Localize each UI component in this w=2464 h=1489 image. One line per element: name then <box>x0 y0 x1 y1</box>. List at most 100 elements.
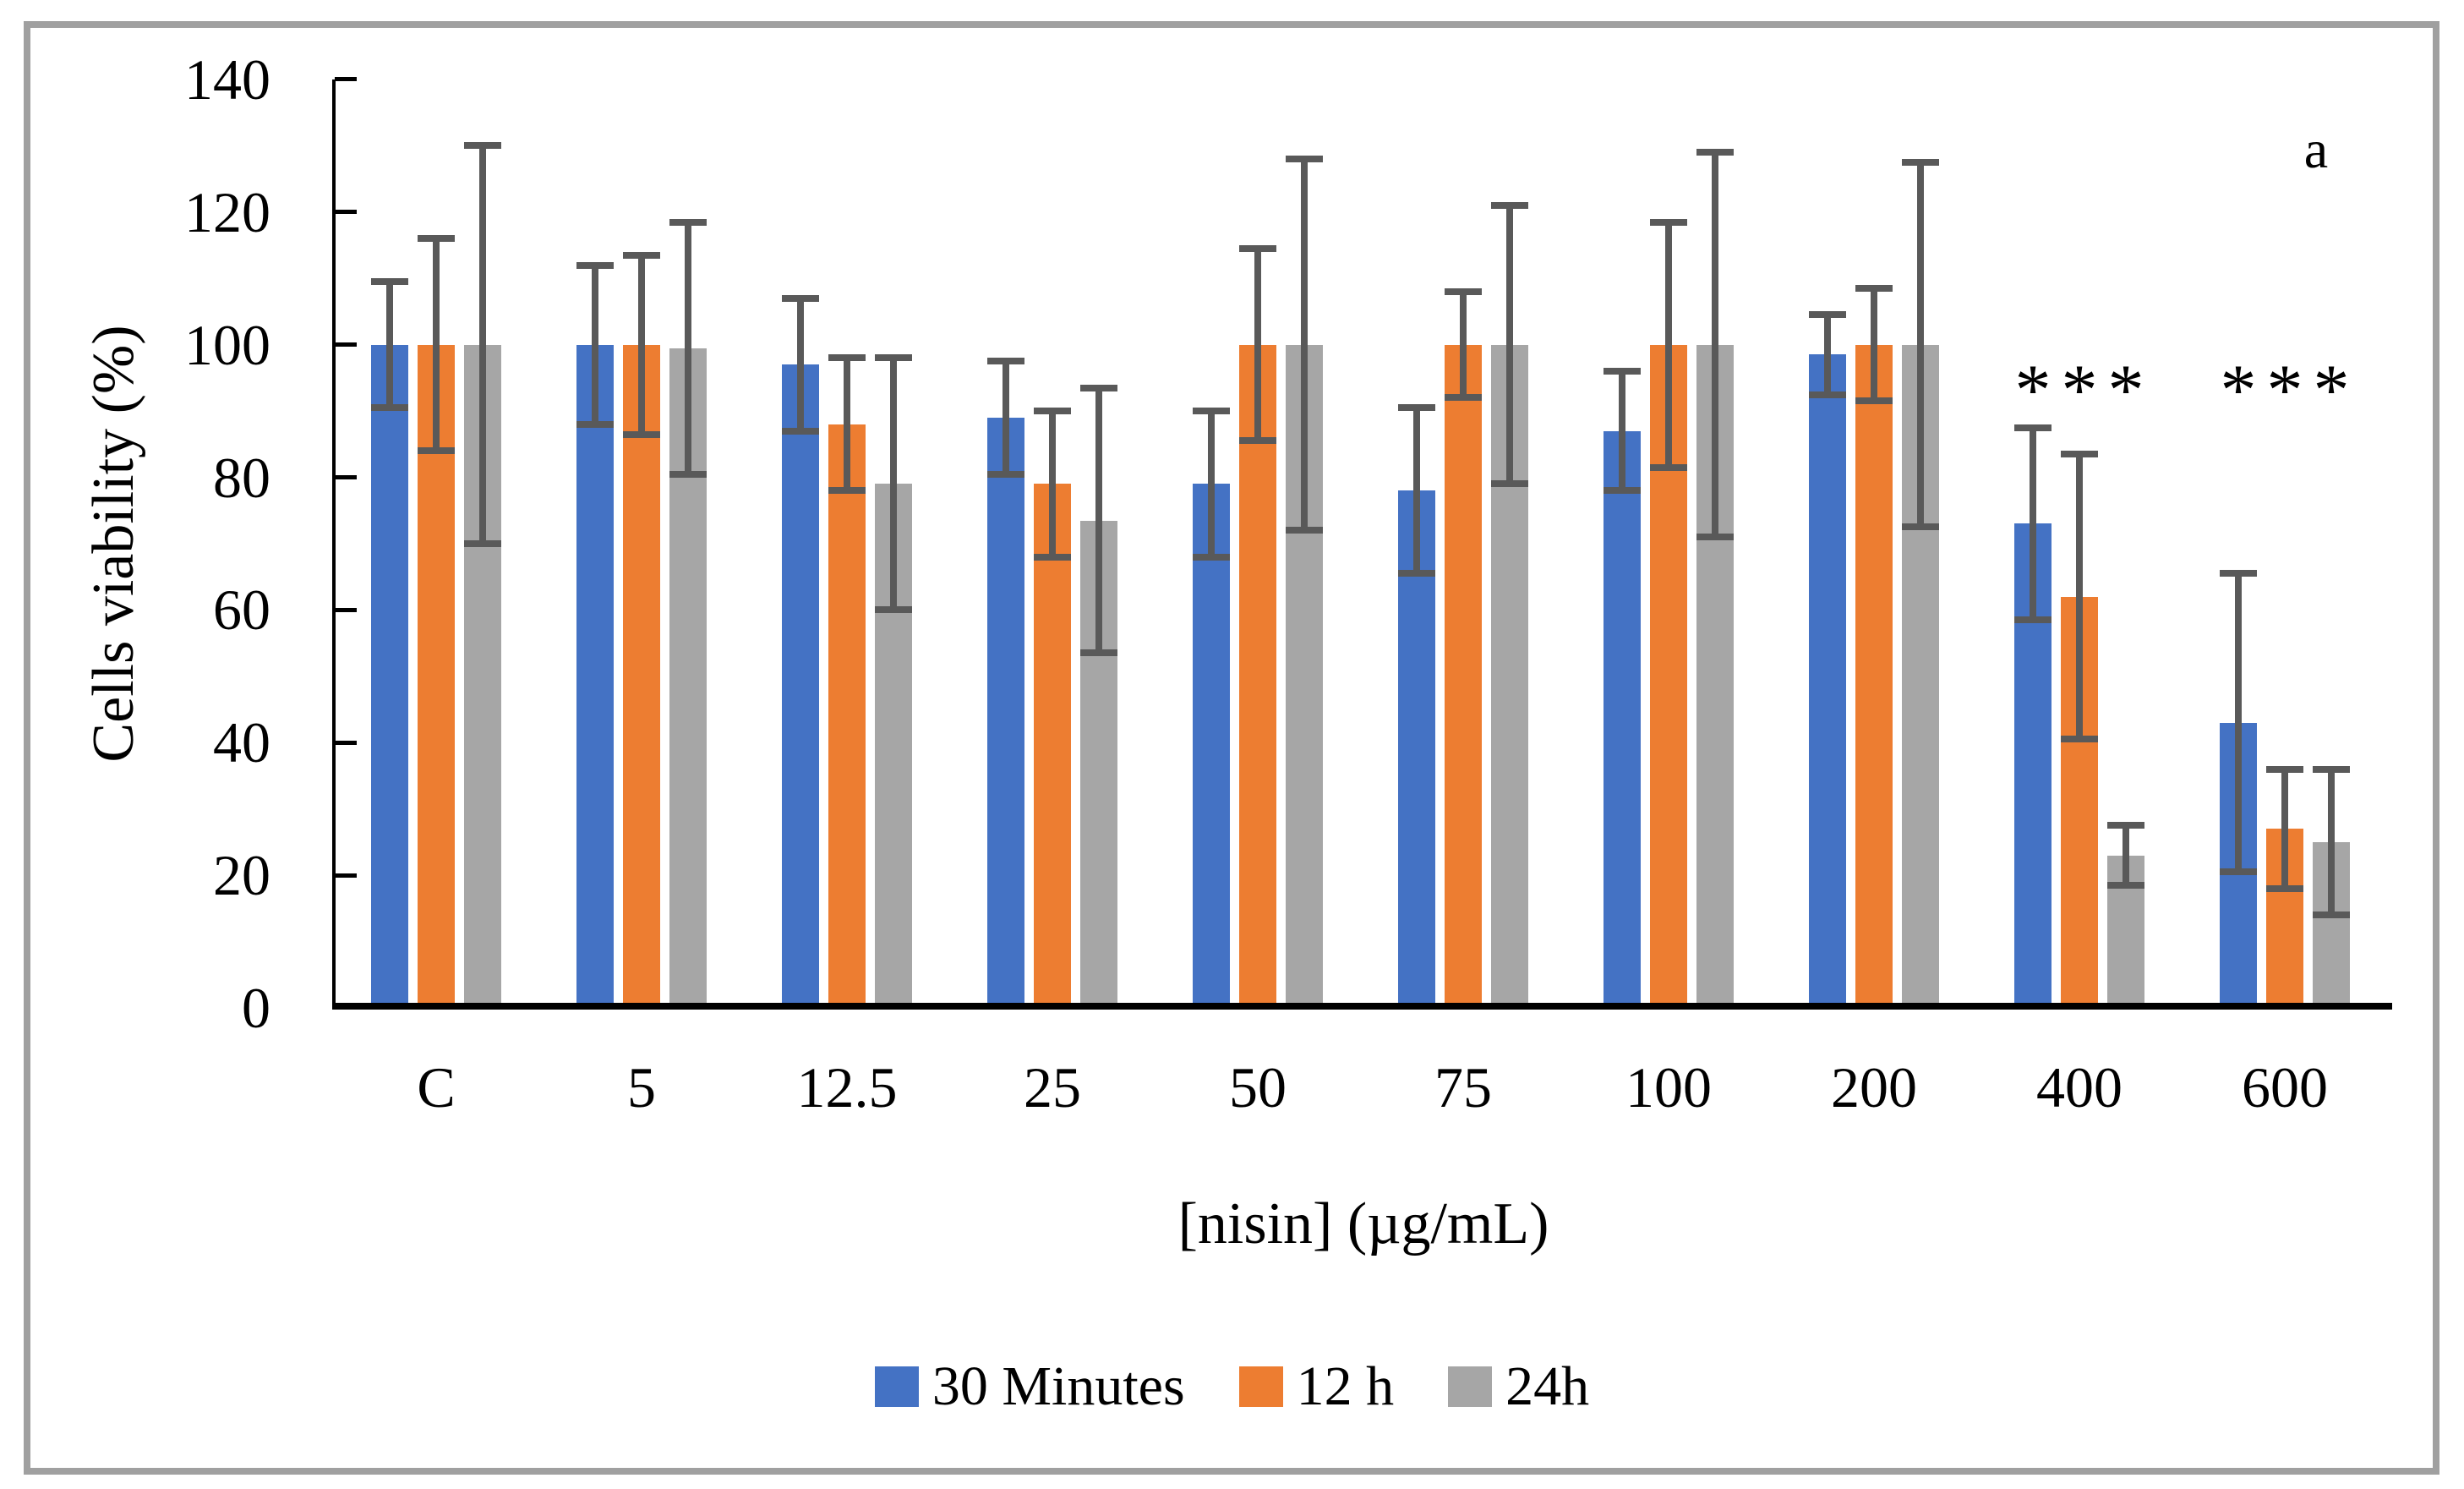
error-bar-cap-top <box>2061 451 2098 458</box>
error-bar-cap-top <box>1445 287 1482 295</box>
bar-12-h <box>623 344 660 1003</box>
error-bar-stem <box>2123 825 2129 885</box>
error-bar-stem <box>638 255 645 435</box>
significance-asterisk: * <box>2107 349 2144 430</box>
error-bar-stem <box>685 222 691 474</box>
error-bar-cap-top <box>875 354 912 362</box>
y-tick-label: 80 <box>213 445 270 510</box>
significance-asterisk: * <box>2014 349 2052 430</box>
legend-swatch <box>1238 1366 1283 1407</box>
error-bar-cap-bottom <box>576 420 614 428</box>
bar-30-minutes <box>782 364 819 1003</box>
error-bar-cap-top <box>2266 765 2303 773</box>
x-tick-label: C <box>417 1055 456 1119</box>
y-tick-label: 140 <box>184 47 270 112</box>
error-bar-stem <box>890 358 897 610</box>
error-bar-stem <box>386 282 393 408</box>
error-bar-stem <box>433 238 440 452</box>
legend-item: 30 Minutes <box>874 1359 1185 1415</box>
chart-legend: 30 Minutes 12 h 24h <box>0 1353 2464 1421</box>
x-axis-line <box>332 1003 2392 1010</box>
error-bar-cap-bottom <box>1286 527 1323 534</box>
y-tick-label: 0 <box>242 976 270 1040</box>
bar-30-minutes <box>1604 430 1641 1003</box>
x-tick-label: 12.5 <box>796 1055 898 1119</box>
error-bar-cap-bottom <box>1855 397 1893 405</box>
error-bar-cap-bottom <box>1398 570 1435 578</box>
y-tick-label: 100 <box>184 312 270 377</box>
y-axis-tick <box>335 740 357 745</box>
error-bar-cap-bottom <box>2313 911 2350 919</box>
legend-label: 24h <box>1505 1355 1590 1417</box>
y-axis-tick <box>335 607 357 612</box>
significance-asterisk: * <box>2313 349 2350 430</box>
error-bar-stem <box>1665 222 1672 468</box>
bar-12-h <box>1034 484 1071 1003</box>
bar-30-minutes <box>371 344 408 1003</box>
y-axis-line <box>332 79 336 1010</box>
error-bar-cap-bottom <box>1696 534 1734 541</box>
legend-swatch <box>1448 1366 1493 1407</box>
error-bar-cap-top <box>1286 156 1323 163</box>
significance-asterisk: * <box>2220 349 2257 430</box>
error-bar-cap-bottom <box>1034 553 1071 561</box>
error-bar-cap-bottom <box>782 427 819 435</box>
y-tick-label: 40 <box>213 710 270 775</box>
error-bar-cap-top <box>623 251 660 259</box>
significance-asterisk: * <box>2266 349 2303 430</box>
y-tick-label: 20 <box>213 843 270 908</box>
error-bar-stem <box>1413 408 1420 574</box>
error-bar-stem <box>2235 573 2242 873</box>
error-bar-cap-bottom <box>1604 487 1641 495</box>
error-bar-cap-bottom <box>2107 881 2144 889</box>
y-tick-label: 120 <box>184 179 270 244</box>
error-bar-stem <box>1049 411 1056 557</box>
error-bar-cap-top <box>1034 408 1071 415</box>
error-bar-stem <box>797 298 804 431</box>
y-axis-tick <box>335 873 357 878</box>
error-bar-cap-bottom <box>1491 480 1528 488</box>
error-bar-cap-bottom <box>828 487 866 495</box>
error-bar-cap-bottom <box>1080 649 1117 657</box>
x-tick-label: 600 <box>2242 1055 2328 1119</box>
legend-item: 12 h <box>1238 1359 1394 1415</box>
error-bar-cap-top <box>1239 244 1276 252</box>
y-axis-tick <box>335 342 357 348</box>
error-bar-cap-top <box>576 261 614 269</box>
error-bar-cap-top <box>371 278 408 286</box>
x-tick-label: 75 <box>1434 1055 1492 1119</box>
error-bar-cap-bottom <box>2266 884 2303 892</box>
error-bar-stem <box>1095 387 1102 654</box>
error-bar-cap-top <box>669 218 707 226</box>
error-bar-cap-top <box>418 235 455 243</box>
x-axis-title: [nisin] (µg/mL) <box>1177 1191 1549 1256</box>
bar-12-h <box>828 424 866 1003</box>
bar-30-minutes <box>1809 354 1846 1003</box>
x-tick-label: 400 <box>2036 1055 2123 1119</box>
error-bar-stem <box>1871 288 1877 402</box>
error-bar-cap-top <box>1650 218 1687 226</box>
error-bar-cap-top <box>1855 285 1893 293</box>
bar-12-h <box>1855 344 1893 1003</box>
error-bar-stem <box>1460 291 1467 398</box>
error-bar-stem <box>1824 315 1831 395</box>
error-bar-cap-bottom <box>371 404 408 412</box>
legend-item: 24h <box>1448 1359 1589 1415</box>
bar-12-h <box>418 344 455 1003</box>
error-bar-cap-bottom <box>1650 463 1687 471</box>
error-bar-cap-bottom <box>1809 391 1846 398</box>
error-bar-cap-top <box>1696 149 1734 156</box>
error-bar-cap-bottom <box>875 606 912 614</box>
error-bar-cap-bottom <box>1445 394 1482 402</box>
y-axis-tick <box>335 77 357 82</box>
bar-30-minutes <box>987 417 1024 1003</box>
error-bar-stem <box>1506 205 1513 484</box>
error-bar-cap-top <box>1193 408 1230 415</box>
x-tick-label: 100 <box>1625 1055 1712 1119</box>
error-bar-stem <box>1619 371 1625 491</box>
error-bar-cap-top <box>2014 424 2052 431</box>
error-bar-stem <box>1003 361 1009 474</box>
error-bar-cap-top <box>1080 384 1117 391</box>
error-bar-cap-top <box>2107 822 2144 829</box>
